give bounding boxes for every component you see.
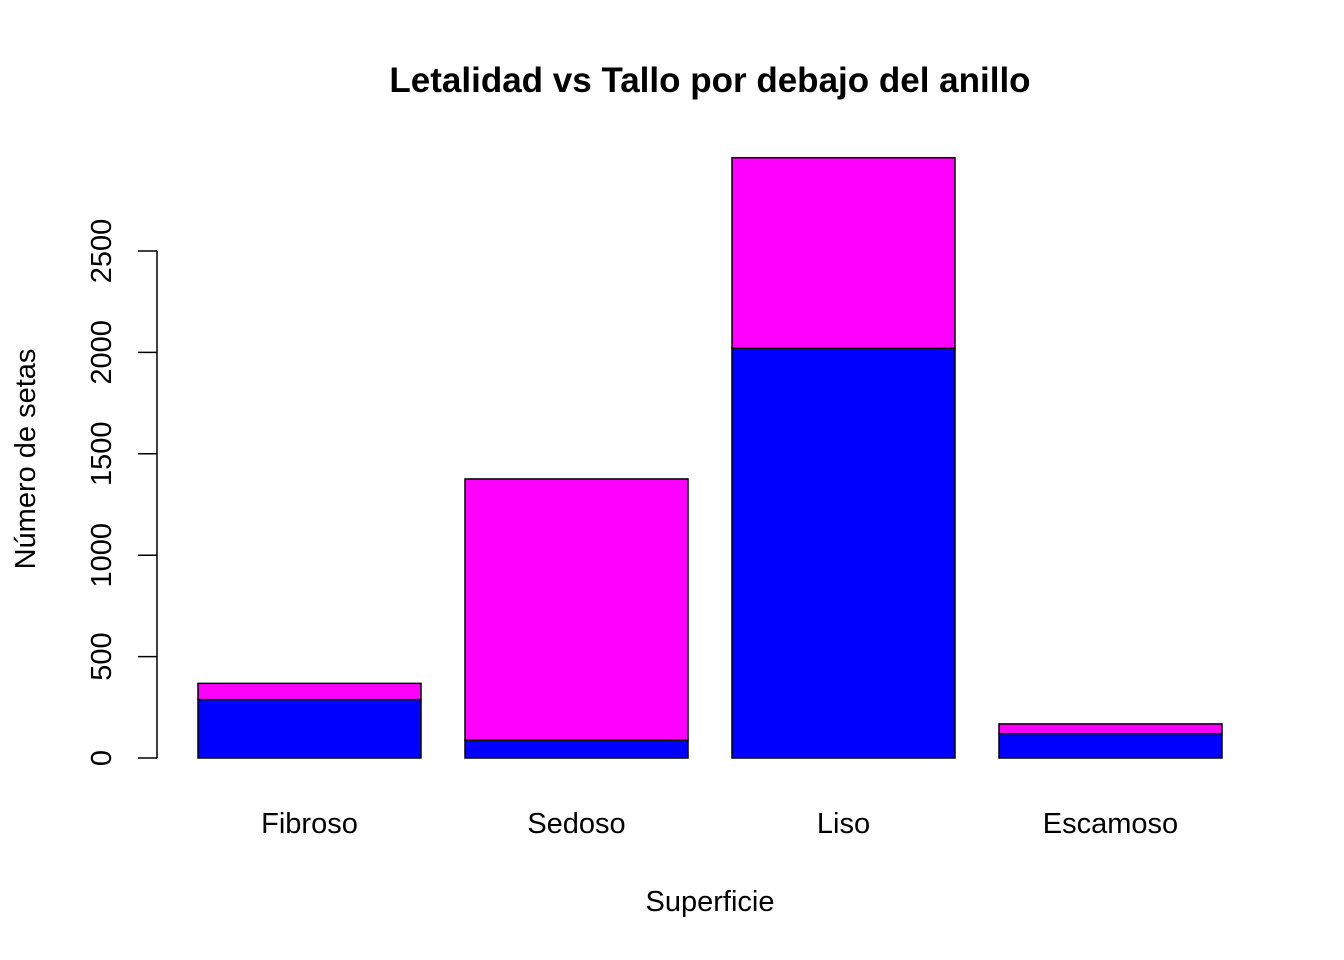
x-tick-label: Fibroso xyxy=(261,808,358,840)
y-tick-label: 1000 xyxy=(86,523,118,588)
y-tick-label: 0 xyxy=(86,750,118,766)
y-axis-title: Número de setas xyxy=(10,349,42,570)
chart-title: Letalidad vs Tallo por debajo del anillo xyxy=(389,61,1030,100)
bar-segment-fibroso-1 xyxy=(197,698,422,759)
bar-segment-escamoso-1 xyxy=(998,732,1223,759)
bar-segment-fibroso-2 xyxy=(197,682,422,701)
bar-segment-liso-2 xyxy=(731,156,956,350)
x-axis-title: Superficie xyxy=(646,886,775,918)
x-tick-label: Liso xyxy=(817,808,870,840)
y-tick-label: 500 xyxy=(86,632,118,680)
bar-segment-escamoso-2 xyxy=(998,723,1223,735)
bar-segment-sedoso-1 xyxy=(464,739,689,759)
y-axis: 0 500 1000 1500 2000 2500 xyxy=(86,219,158,766)
x-tick-label: Escamoso xyxy=(1043,808,1178,840)
y-tick-label: 2000 xyxy=(86,320,118,385)
x-category-labels: Fibroso Sedoso Liso Escamoso xyxy=(261,808,1178,840)
y-tick-label: 1500 xyxy=(86,422,118,487)
bar-segment-sedoso-2 xyxy=(464,478,689,741)
x-tick-label: Sedoso xyxy=(527,808,625,840)
bar-segment-liso-1 xyxy=(731,347,956,759)
y-tick-label: 2500 xyxy=(86,219,118,284)
bars-group xyxy=(197,156,1223,759)
